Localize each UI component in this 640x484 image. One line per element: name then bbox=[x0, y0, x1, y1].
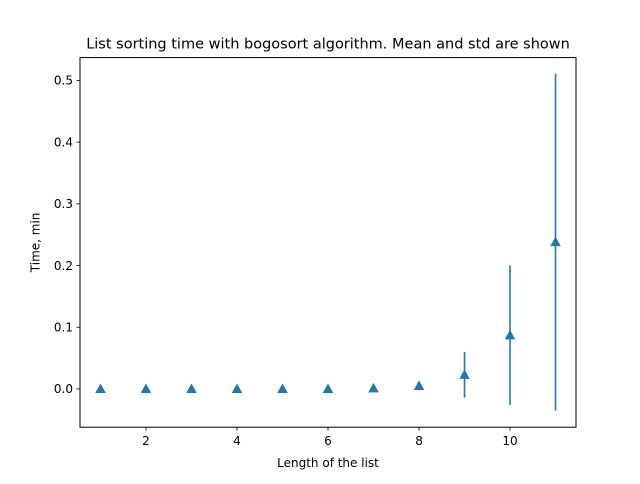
plot-frame bbox=[79, 57, 577, 428]
y-tick-label-2: 0.2 bbox=[54, 259, 73, 273]
y-axis-ticks: 0.0 0.1 0.2 0.3 0.4 0.5 bbox=[54, 74, 80, 396]
x-tick-label-4: 4 bbox=[233, 434, 241, 448]
data-point-6 bbox=[322, 383, 334, 394]
plot-area bbox=[95, 73, 561, 411]
x-tick-label-2: 2 bbox=[142, 434, 150, 448]
data-point-3 bbox=[186, 383, 197, 394]
chart-title: List sorting time with bogosort algorith… bbox=[86, 37, 570, 53]
y-tick-label-0: 0.0 bbox=[54, 382, 73, 396]
data-point-4 bbox=[231, 383, 243, 394]
x-tick-label-6: 6 bbox=[324, 434, 332, 448]
x-axis-ticks: 2 4 6 8 10 bbox=[142, 427, 518, 448]
data-point-8 bbox=[413, 380, 425, 390]
y-axis-label: Time, min bbox=[29, 213, 43, 274]
data-point-5 bbox=[277, 383, 288, 394]
x-tick-label-10: 10 bbox=[502, 434, 517, 448]
y-tick-label-1: 0.1 bbox=[54, 321, 73, 335]
x-axis-label: Length of the list bbox=[277, 456, 379, 470]
y-tick-label-3: 0.3 bbox=[54, 197, 73, 211]
data-point-10 bbox=[504, 329, 516, 340]
data-point-11 bbox=[550, 236, 561, 247]
data-point-2 bbox=[140, 383, 152, 394]
data-point-9 bbox=[459, 369, 470, 379]
y-tick-label-4: 0.4 bbox=[54, 135, 73, 149]
data-point-1 bbox=[95, 383, 106, 394]
data-point-7 bbox=[368, 382, 379, 393]
x-tick-label-8: 8 bbox=[415, 434, 423, 448]
y-tick-label-5: 0.5 bbox=[54, 74, 73, 88]
